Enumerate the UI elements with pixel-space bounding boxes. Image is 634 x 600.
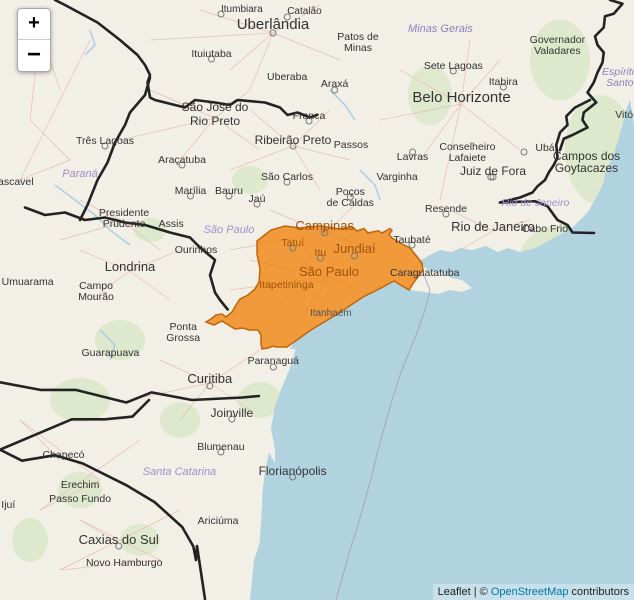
svg-text:Caraguatatuba: Caraguatatuba <box>390 267 460 279</box>
svg-text:Ourinhos: Ourinhos <box>175 244 218 256</box>
svg-text:Itumbiara: Itumbiara <box>221 4 263 15</box>
svg-text:Assis: Assis <box>159 218 184 230</box>
svg-text:Sete Lagoas: Sete Lagoas <box>424 60 483 72</box>
svg-text:Itu: Itu <box>315 247 327 259</box>
svg-text:São Paulo: São Paulo <box>299 264 359 279</box>
svg-text:Ituiutaba: Ituiutaba <box>191 48 231 60</box>
svg-text:Franca: Franca <box>293 110 326 122</box>
svg-text:Marília: Marília <box>175 185 207 197</box>
svg-text:São Paulo: São Paulo <box>204 224 255 236</box>
svg-text:Mourão: Mourão <box>78 291 114 303</box>
svg-text:Araxá: Araxá <box>321 78 349 90</box>
svg-text:Resende: Resende <box>425 203 467 215</box>
svg-text:Belo Horizonte: Belo Horizonte <box>412 89 510 106</box>
svg-text:São José do: São José do <box>182 100 249 114</box>
svg-text:Ribeirão Preto: Ribeirão Preto <box>255 133 332 147</box>
svg-text:de Caldas: de Caldas <box>327 197 374 209</box>
svg-text:Joinville: Joinville <box>211 406 254 420</box>
svg-text:Juiz de Fora: Juiz de Fora <box>460 164 526 178</box>
svg-text:Minas: Minas <box>344 42 372 54</box>
svg-text:Londrina: Londrina <box>105 259 156 274</box>
svg-text:Guarapuava: Guarapuava <box>82 347 140 359</box>
svg-text:Cabo Frio: Cabo Frio <box>522 223 568 235</box>
svg-text:Blumenau: Blumenau <box>197 441 244 453</box>
svg-text:Tatuí: Tatuí <box>281 237 304 249</box>
svg-text:Jaú: Jaú <box>249 193 266 205</box>
svg-text:Florianópolis: Florianópolis <box>259 464 327 478</box>
svg-text:Erechim: Erechim <box>61 479 100 491</box>
svg-text:Passos: Passos <box>334 139 368 151</box>
svg-text:Paranaguá: Paranaguá <box>248 355 300 367</box>
svg-text:Valadares: Valadares <box>534 45 581 57</box>
svg-text:Itapetininga: Itapetininga <box>259 279 313 291</box>
svg-text:Ariciúma: Ariciúma <box>198 515 239 527</box>
svg-text:Goytacazes: Goytacazes <box>555 161 618 175</box>
svg-text:Caxias do Sul: Caxias do Sul <box>79 532 159 547</box>
svg-text:Rio Preto: Rio Preto <box>190 114 240 128</box>
svg-text:Varginha: Varginha <box>376 171 417 183</box>
svg-text:Araçatuba: Araçatuba <box>158 154 206 166</box>
svg-text:Rio de Janeiro: Rio de Janeiro <box>502 197 570 209</box>
svg-text:Paraná: Paraná <box>62 168 97 180</box>
svg-text:Itanhaém: Itanhaém <box>310 308 352 319</box>
svg-text:Ijuí: Ijuí <box>1 499 15 511</box>
svg-text:Uberlândia: Uberlândia <box>237 16 310 33</box>
svg-text:São Carlos: São Carlos <box>261 171 313 183</box>
svg-text:Prudente: Prudente <box>103 218 146 230</box>
svg-text:Chapecó: Chapecó <box>42 449 84 461</box>
svg-text:Jundiaí: Jundiaí <box>334 241 376 256</box>
svg-text:Taubaté: Taubaté <box>393 234 431 246</box>
svg-text:Itabira: Itabira <box>489 76 518 88</box>
svg-text:Umuarama: Umuarama <box>2 276 54 288</box>
svg-text:Bauru: Bauru <box>215 185 243 197</box>
svg-text:Santa Catarina: Santa Catarina <box>143 466 216 478</box>
svg-text:Cascavel: Cascavel <box>0 176 34 188</box>
svg-text:Grossa: Grossa <box>166 332 200 344</box>
svg-text:Lavras: Lavras <box>397 151 429 163</box>
svg-text:Campinas: Campinas <box>295 218 354 233</box>
svg-text:Lafaiete: Lafaiete <box>449 152 487 164</box>
svg-text:Uberaba: Uberaba <box>267 71 307 83</box>
svg-text:Três Lagoas: Três Lagoas <box>76 135 134 147</box>
svg-text:Curitiba: Curitiba <box>187 371 233 386</box>
svg-text:Santo: Santo <box>606 77 634 89</box>
svg-text:Novo Hamburgo: Novo Hamburgo <box>86 557 163 569</box>
svg-text:Vitória: Vitória <box>615 109 634 121</box>
svg-text:Passo Fundo: Passo Fundo <box>49 493 111 505</box>
svg-text:Minas Gerais: Minas Gerais <box>408 23 473 35</box>
